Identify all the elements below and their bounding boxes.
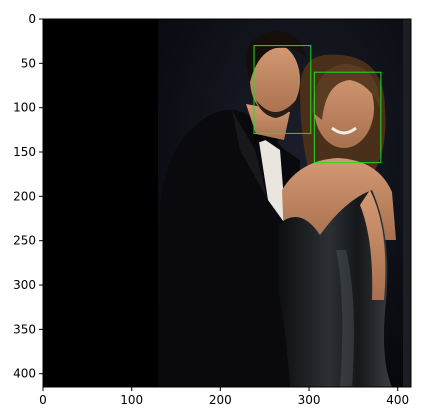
woman-hair-front xyxy=(312,64,380,120)
x-axis: 0 100 200 300 400 xyxy=(39,387,409,407)
face-box-woman xyxy=(313,71,382,164)
y-tick-label: 400 xyxy=(13,367,36,381)
photo xyxy=(43,19,411,387)
woman-arm xyxy=(360,190,386,300)
y-tick-label: 100 xyxy=(13,101,36,115)
face-boxes xyxy=(253,45,382,164)
man-shirt xyxy=(258,135,286,225)
man-beard xyxy=(256,100,296,118)
x-tick-label: 200 xyxy=(209,393,232,407)
man-lapel-left xyxy=(232,110,268,200)
x-tick-label: 400 xyxy=(386,393,409,407)
man-hair xyxy=(245,31,306,82)
y-tick-label: 50 xyxy=(21,56,36,70)
woman-dress-highlight xyxy=(336,250,354,387)
x-tick-label: 0 xyxy=(39,393,47,407)
axes-frame xyxy=(42,18,412,388)
face-box-man xyxy=(253,45,312,134)
x-tick-label: 300 xyxy=(298,393,321,407)
y-tick-label: 300 xyxy=(13,278,36,292)
woman-dress xyxy=(278,190,392,387)
y-tick-label: 0 xyxy=(28,12,36,26)
y-axis: 0 50 100 150 200 250 300 350 400 xyxy=(13,12,43,381)
woman-smile xyxy=(331,126,357,135)
y-tick-label: 150 xyxy=(13,145,36,159)
photo-left-pad xyxy=(43,19,158,387)
photo-right-strip xyxy=(403,19,411,387)
y-tick-label: 350 xyxy=(13,322,36,336)
x-tick-label: 100 xyxy=(120,393,143,407)
man-face xyxy=(250,44,300,116)
y-tick-label: 250 xyxy=(13,234,36,248)
y-tick-label: 200 xyxy=(13,189,36,203)
